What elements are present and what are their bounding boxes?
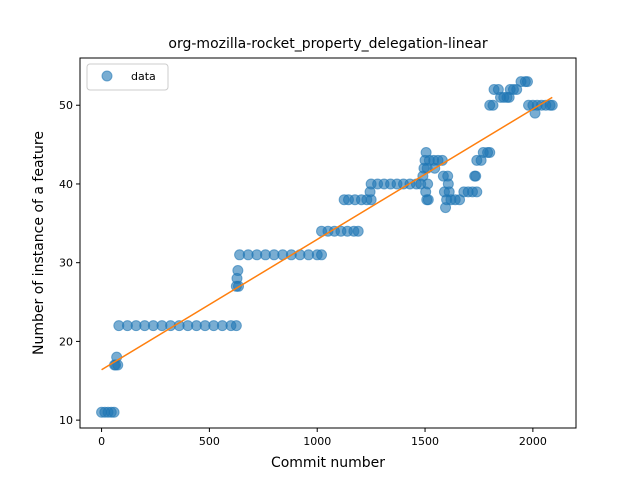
data-point (232, 265, 244, 277)
chart-title: org-mozilla-rocket_property_delegation-l… (168, 36, 487, 52)
y-axis-label: Number of instance of a feature (31, 131, 47, 355)
data-point (484, 146, 496, 158)
data-point (521, 76, 533, 88)
x-tick-label: 500 (199, 435, 220, 448)
plot-marks (96, 76, 558, 418)
legend: data (86, 63, 169, 91)
data-point (422, 194, 434, 206)
data-point (316, 249, 328, 261)
x-tick-label: 1000 (303, 435, 331, 448)
y-tick-label: 50 (59, 99, 73, 112)
legend-label-data: data (131, 70, 156, 83)
trend-line (101, 96, 553, 371)
data-point (470, 170, 482, 182)
x-tick-label: 1500 (411, 435, 439, 448)
y-tick-label: 20 (59, 335, 73, 348)
plot-frame (79, 57, 577, 429)
legend-marker-data (101, 70, 113, 82)
y-tick-label: 40 (59, 178, 73, 191)
x-axis-ticks: 0 500 1000 1500 2000 (98, 428, 547, 448)
data-point (352, 225, 364, 237)
y-tick-label: 30 (59, 257, 73, 270)
data-point (471, 186, 483, 198)
x-tick-label: 0 (98, 435, 105, 448)
y-axis-ticks: 10 20 30 40 50 (59, 99, 80, 427)
data-point (230, 320, 242, 332)
y-tick-label: 10 (59, 414, 73, 427)
x-tick-label: 2000 (519, 435, 547, 448)
data-point (108, 406, 120, 418)
data-point (487, 99, 499, 111)
data-point (546, 99, 558, 111)
x-axis-label: Commit number (271, 455, 385, 471)
legend-box (86, 63, 169, 91)
